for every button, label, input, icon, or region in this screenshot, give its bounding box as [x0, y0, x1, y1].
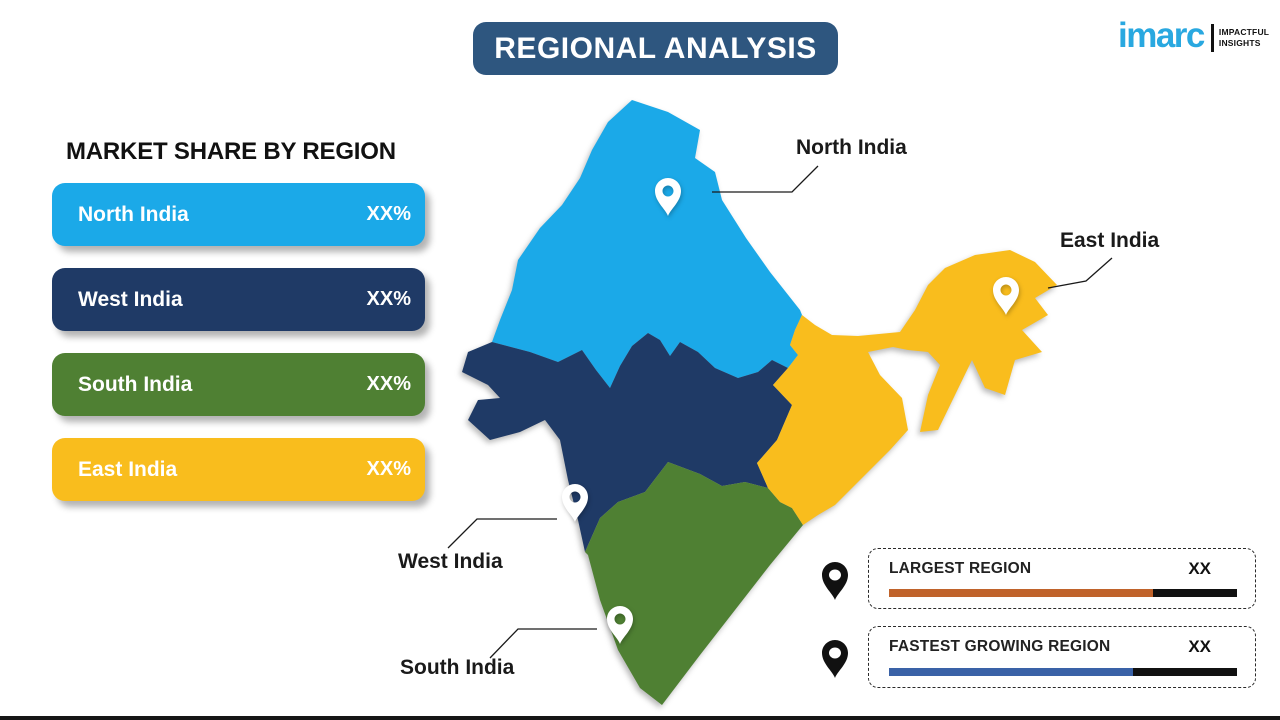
pin-icon-west: [562, 484, 588, 522]
pin-icon-largest-region: [822, 562, 848, 600]
share-bar-value: XX%: [366, 288, 411, 310]
legend-fastest-value: XX: [1188, 637, 1211, 656]
legend-fastest-growing-region: FASTEST GROWING REGION XX: [868, 626, 1256, 688]
share-bar-value: XX%: [366, 373, 411, 395]
share-bar-value: XX%: [366, 458, 411, 480]
share-bar-east-india: East India XX%: [52, 438, 425, 501]
pin-icon-east: [993, 277, 1019, 315]
callout-line-north: [712, 165, 819, 193]
map-region-south-india: [585, 462, 803, 705]
region-share-list: North India XX% West India XX% South Ind…: [52, 183, 425, 523]
imarc-logo: imarc IMPACTFUL INSIGHTS: [1118, 18, 1269, 53]
legend-largest-label: LARGEST REGION: [889, 560, 1032, 577]
pin-icon-north: [655, 178, 681, 216]
share-bar-south-india: South India XX%: [52, 353, 425, 416]
share-bar-north-india: North India XX%: [52, 183, 425, 246]
callout-line-south: [489, 628, 597, 659]
share-bar-label: South India: [78, 372, 193, 396]
map-label-east: East India: [1060, 229, 1160, 252]
share-bar-label: North India: [78, 202, 189, 226]
map-label-north: North India: [796, 136, 907, 159]
callout-line-west: [447, 518, 557, 549]
share-bar-value: XX%: [366, 203, 411, 225]
bottom-edge-strip: [0, 716, 1280, 720]
imarc-logo-text: imarc: [1118, 16, 1205, 55]
page-title: REGIONAL ANALYSIS: [473, 22, 838, 75]
market-share-heading: MARKET SHARE BY REGION: [66, 138, 396, 165]
legend-largest-value: XX: [1188, 559, 1211, 578]
map-label-west: West India: [398, 550, 503, 573]
legend-largest-region: LARGEST REGION XX: [868, 548, 1256, 609]
legend-largest-bar-fill: [889, 589, 1154, 597]
legend-largest-bar-track: [889, 589, 1237, 597]
pin-icon-south: [607, 606, 633, 644]
pin-icon-fastest-growing-region: [822, 640, 848, 678]
share-bar-label: West India: [78, 287, 183, 311]
map-region-east-india: [757, 250, 1057, 525]
legend-fastest-label: FASTEST GROWING REGION: [889, 638, 1111, 655]
logo-tagline: IMPACTFUL INSIGHTS: [1218, 27, 1270, 48]
logo-divider: [1210, 23, 1214, 52]
legend-fastest-bar-track: [889, 668, 1237, 676]
share-bar-label: East India: [78, 457, 178, 481]
map-region-north-india: [492, 100, 802, 388]
callout-line-east: [1047, 257, 1113, 289]
map-label-south: South India: [400, 656, 515, 679]
map-region-west-india: [462, 333, 792, 552]
legend-fastest-bar-fill: [889, 668, 1133, 676]
share-bar-west-india: West India XX%: [52, 268, 425, 331]
